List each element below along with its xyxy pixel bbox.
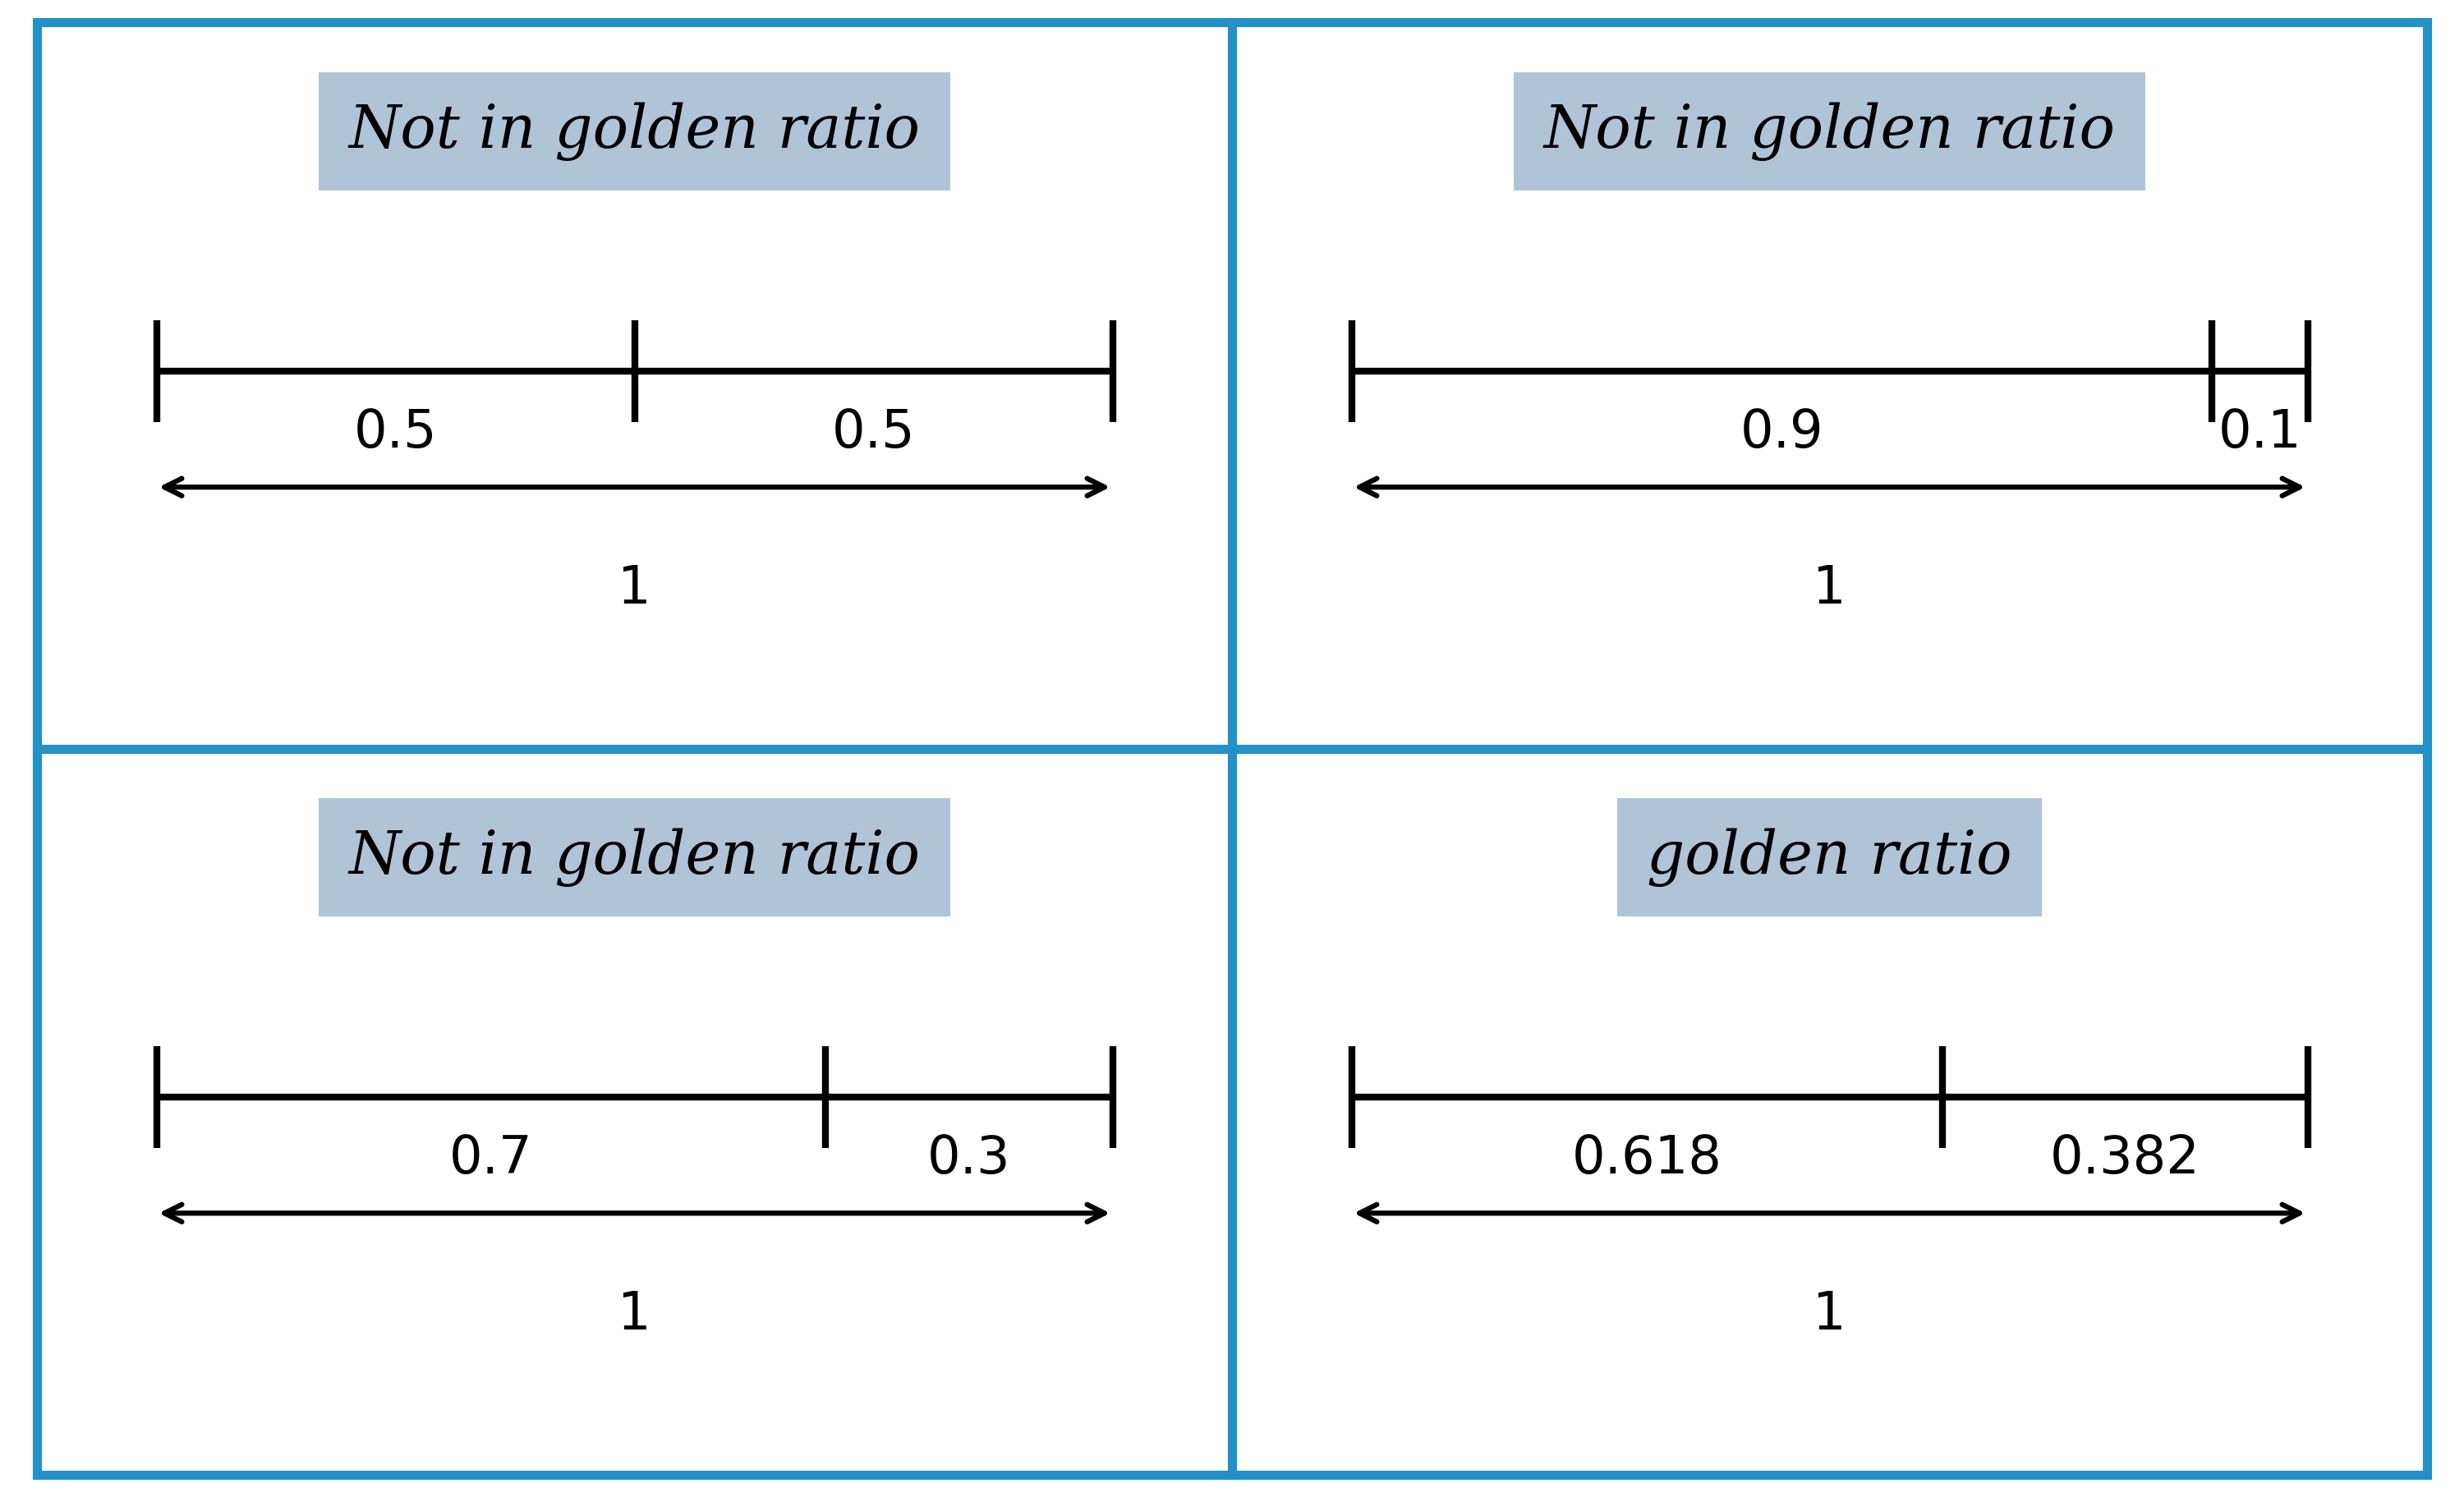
- Text: 1: 1: [1814, 1289, 1846, 1340]
- Text: 0.3: 0.3: [926, 1133, 1010, 1184]
- Text: 1: 1: [1814, 563, 1846, 614]
- Text: Not in golden ratio: Not in golden ratio: [350, 102, 922, 160]
- Text: 1: 1: [618, 1289, 650, 1340]
- Text: 0.7: 0.7: [448, 1133, 532, 1184]
- Text: 0.382: 0.382: [2050, 1133, 2200, 1184]
- Text: 0.9: 0.9: [1740, 407, 1823, 458]
- Text: Not in golden ratio: Not in golden ratio: [350, 828, 922, 886]
- Text: 0.5: 0.5: [833, 407, 914, 458]
- Text: golden ratio: golden ratio: [1646, 828, 2013, 886]
- Text: 0.618: 0.618: [1572, 1133, 1722, 1184]
- Text: Not in golden ratio: Not in golden ratio: [1542, 102, 2114, 160]
- Text: 0.1: 0.1: [2218, 407, 2301, 458]
- Text: 1: 1: [618, 563, 650, 614]
- Text: 0.5: 0.5: [355, 407, 436, 458]
